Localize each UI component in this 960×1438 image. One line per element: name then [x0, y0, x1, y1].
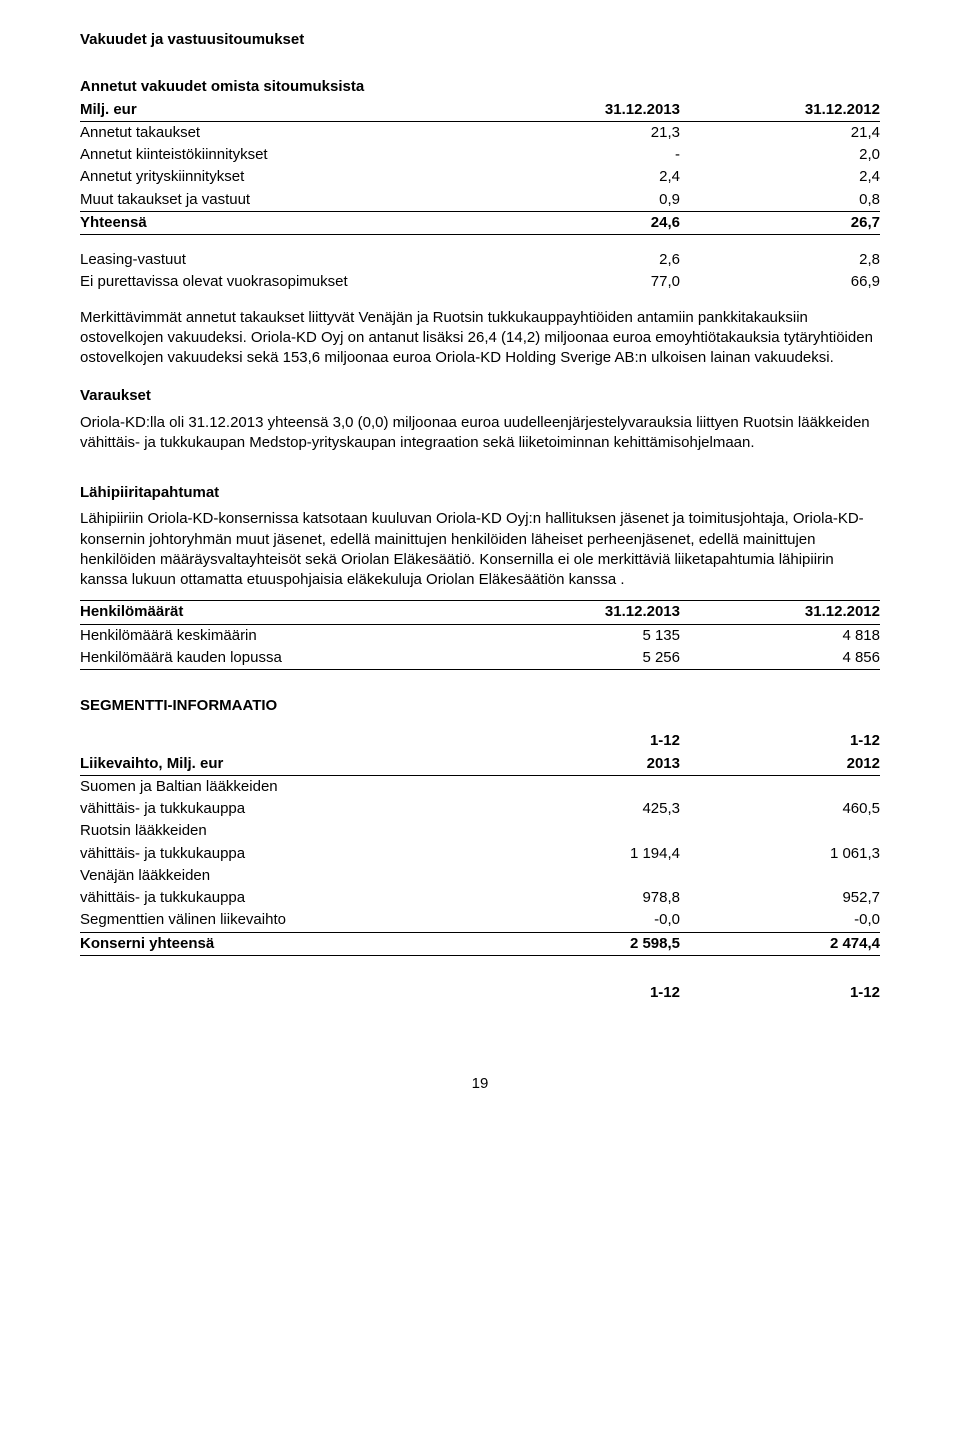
row-label: Venäjän lääkkeiden: [80, 865, 480, 887]
col-header: Henkilömäärät: [80, 601, 480, 624]
row-label: Yhteensä: [80, 211, 480, 234]
row-label: Annetut takaukset: [80, 121, 480, 144]
page-number: 19: [80, 1074, 880, 1094]
table-row: Leasing-vastuut 2,6 2,8: [80, 249, 880, 271]
col-header: 2013: [480, 753, 680, 776]
col-header: 31.12.2013: [480, 601, 680, 624]
row-label: Leasing-vastuut: [80, 249, 480, 271]
cell: 2,0: [680, 144, 880, 166]
paragraph: Lähipiiriin Oriola-KD-konsernissa katsot…: [80, 509, 880, 590]
col-header: 1-12: [680, 982, 880, 1004]
table-row: vähittäis- ja tukkukauppa 425,3 460,5: [80, 798, 880, 820]
cell: 5 256: [480, 647, 680, 670]
row-label: vähittäis- ja tukkukauppa: [80, 887, 480, 909]
table-segment-revenue: 1-12 1-12 Liikevaihto, Milj. eur 2013 20…: [80, 730, 880, 956]
cell: 1 061,3: [680, 843, 880, 865]
table-leasing: Leasing-vastuut 2,6 2,8 Ei purettavissa …: [80, 249, 880, 294]
cell: 425,3: [480, 798, 680, 820]
row-label: Konserni yhteensä: [80, 932, 480, 955]
row-label: vähittäis- ja tukkukauppa: [80, 843, 480, 865]
table-total-row: Yhteensä 24,6 26,7: [80, 211, 880, 234]
cell: -0,0: [480, 909, 680, 932]
row-label: Henkilömäärä keskimäärin: [80, 624, 480, 647]
table-guarantees: Annetut vakuudet omista sitoumuksista Mi…: [80, 76, 880, 235]
cell: 4 856: [680, 647, 880, 670]
table-row: Milj. eur 31.12.2013 31.12.2012: [80, 99, 880, 122]
table-row: Ruotsin lääkkeiden: [80, 820, 880, 842]
col-header: 1-12: [480, 730, 680, 752]
table-row: Henkilömäärä kauden lopussa 5 256 4 856: [80, 647, 880, 670]
table-row: vähittäis- ja tukkukauppa 978,8 952,7: [80, 887, 880, 909]
table-row: Ei purettavissa olevat vuokrasopimukset …: [80, 271, 880, 293]
table-row: Henkilömäärä keskimäärin 5 135 4 818: [80, 624, 880, 647]
cell: 77,0: [480, 271, 680, 293]
paragraph: Merkittävimmät annetut takaukset liittyv…: [80, 308, 880, 369]
table-row: vähittäis- ja tukkukauppa 1 194,4 1 061,…: [80, 843, 880, 865]
table-row: Suomen ja Baltian lääkkeiden: [80, 775, 880, 798]
cell: 5 135: [480, 624, 680, 647]
paragraph: Oriola-KD:lla oli 31.12.2013 yhteensä 3,…: [80, 413, 880, 454]
table-row: Annetut vakuudet omista sitoumuksista: [80, 76, 880, 98]
row-label: Annetut yrityskiinnitykset: [80, 166, 480, 188]
cell: 978,8: [480, 887, 680, 909]
table-bottom-cols: 1-12 1-12: [80, 982, 880, 1004]
table-row: 1-12 1-12: [80, 730, 880, 752]
table-row: Venäjän lääkkeiden: [80, 865, 880, 887]
cell: 24,6: [480, 211, 680, 234]
col-header: 1-12: [480, 982, 680, 1004]
col-header: 1-12: [680, 730, 880, 752]
table-header-row: Henkilömäärät 31.12.2013 31.12.2012: [80, 601, 880, 624]
row-label: Henkilömäärä kauden lopussa: [80, 647, 480, 670]
row-label: Segmenttien välinen liikevaihto: [80, 909, 480, 932]
unit-label: Milj. eur: [80, 99, 480, 122]
row-label: Ruotsin lääkkeiden: [80, 820, 480, 842]
cell: 1 194,4: [480, 843, 680, 865]
cell: 460,5: [680, 798, 880, 820]
col-header: 31.12.2012: [680, 99, 880, 122]
cell: 2,8: [680, 249, 880, 271]
cell: 26,7: [680, 211, 880, 234]
cell: -0,0: [680, 909, 880, 932]
cell: 0,8: [680, 189, 880, 212]
col-header: 31.12.2012: [680, 601, 880, 624]
section-heading-lahipiiri: Lähipiiritapahtumat: [80, 483, 880, 503]
table-header-row: Liikevaihto, Milj. eur 2013 2012: [80, 753, 880, 776]
cell: 2,6: [480, 249, 680, 271]
row-label: Ei purettavissa olevat vuokrasopimukset: [80, 271, 480, 293]
table-row: Annetut yrityskiinnitykset 2,4 2,4: [80, 166, 880, 188]
table-subheading: Annetut vakuudet omista sitoumuksista: [80, 76, 480, 98]
table-row: Annetut takaukset 21,3 21,4: [80, 121, 880, 144]
cell: 4 818: [680, 624, 880, 647]
page-title: Vakuudet ja vastuusitoumukset: [80, 30, 880, 50]
table-row: Annetut kiinteistökiinnitykset - 2,0: [80, 144, 880, 166]
cell: 66,9: [680, 271, 880, 293]
row-label: Annetut kiinteistökiinnitykset: [80, 144, 480, 166]
cell: 0,9: [480, 189, 680, 212]
table-personnel: Henkilömäärät 31.12.2013 31.12.2012 Henk…: [80, 600, 880, 670]
section-heading-varaukset: Varaukset: [80, 386, 880, 406]
row-label: Muut takaukset ja vastuut: [80, 189, 480, 212]
cell: 2 474,4: [680, 932, 880, 955]
table-row: Muut takaukset ja vastuut 0,9 0,8: [80, 189, 880, 212]
cell: 2,4: [480, 166, 680, 188]
table-total-row: Konserni yhteensä 2 598,5 2 474,4: [80, 932, 880, 955]
row-label: Suomen ja Baltian lääkkeiden: [80, 775, 480, 798]
section-heading-segment: SEGMENTTI-INFORMAATIO: [80, 696, 880, 716]
cell: 21,3: [480, 121, 680, 144]
table-row: 1-12 1-12: [80, 982, 880, 1004]
col-header: 2012: [680, 753, 880, 776]
cell: 21,4: [680, 121, 880, 144]
col-header: 31.12.2013: [480, 99, 680, 122]
cell: 2 598,5: [480, 932, 680, 955]
page: Vakuudet ja vastuusitoumukset Annetut va…: [40, 0, 920, 1134]
cell: -: [480, 144, 680, 166]
row-label: vähittäis- ja tukkukauppa: [80, 798, 480, 820]
cell: 952,7: [680, 887, 880, 909]
col-header: Liikevaihto, Milj. eur: [80, 753, 480, 776]
cell: 2,4: [680, 166, 880, 188]
table-row: Segmenttien välinen liikevaihto -0,0 -0,…: [80, 909, 880, 932]
